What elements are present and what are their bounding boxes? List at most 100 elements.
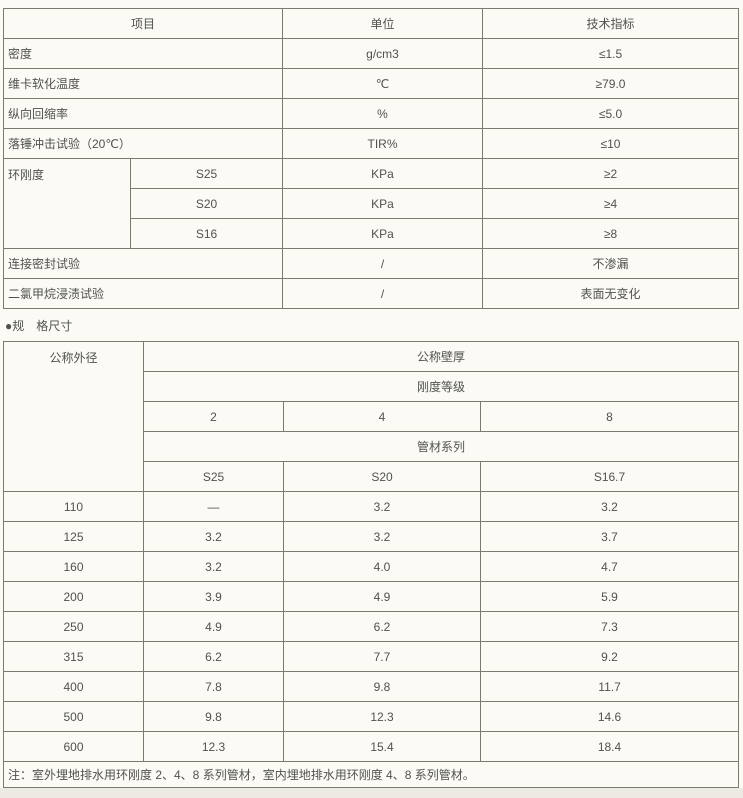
size-header-stiffness-class: 刚度等级 bbox=[142, 371, 740, 402]
s25-cell: 4.9 bbox=[143, 611, 284, 642]
s25-cell: 12.3 bbox=[143, 731, 284, 762]
ring-series-cell: S16 bbox=[129, 218, 284, 249]
dn-cell: 125 bbox=[3, 521, 144, 552]
s20-cell: 15.4 bbox=[283, 731, 481, 762]
spec-row-impact: 落锤冲击试验（20℃） TIR% ≤10 bbox=[2, 128, 740, 159]
ring-stiffness-label-cell: 环刚度 bbox=[3, 158, 131, 249]
size-row-315: 315 6.2 7.7 9.2 bbox=[3, 641, 740, 672]
ring-series-cell: S20 bbox=[129, 188, 284, 219]
spec-value-cell: ≥4 bbox=[482, 188, 740, 219]
s20-cell: 3.2 bbox=[283, 521, 481, 552]
size-header-pipe-series: 管材系列 bbox=[142, 431, 740, 462]
size-header-row-4: 管材系列 bbox=[4, 431, 740, 462]
spec-row-density: 密度 g/cm3 ≤1.5 bbox=[2, 38, 740, 69]
spec-item-cell: 二氯甲烷浸渍试验 bbox=[2, 278, 284, 309]
spec-item-cell: 落锤冲击试验（20℃） bbox=[2, 128, 284, 159]
note-text: 注：室外埋地排水用环刚度 2、4、8 系列管材，室内埋地排水用环刚度 4、8 系… bbox=[2, 761, 740, 788]
spec-row-vicat: 维卡软化温度 ℃ ≥79.0 bbox=[2, 68, 740, 99]
s20-cell: 7.7 bbox=[283, 641, 481, 672]
spec-unit-cell: / bbox=[282, 278, 484, 309]
spec-header-index: 技术指标 bbox=[482, 8, 740, 39]
spec-unit-cell: g/cm3 bbox=[282, 38, 484, 69]
s20-cell: 4.0 bbox=[283, 551, 481, 582]
section-label-specifications: ●规 格尺寸 bbox=[5, 318, 73, 333]
size-header-row-5: S25 S20 S16.7 bbox=[4, 461, 740, 492]
s16-cell: 3.2 bbox=[479, 491, 740, 522]
size-header-row-2: 刚度等级 bbox=[4, 371, 740, 402]
spec-row-ring-s20: S20 KPa ≥4 bbox=[4, 188, 740, 219]
spec-row-shrinkage: 纵向回缩率 % ≤5.0 bbox=[2, 98, 740, 129]
spec-row-ring-s25: 环刚度 S25 KPa ≥2 bbox=[3, 158, 740, 249]
s25-cell: — bbox=[143, 491, 284, 522]
dn-cell: 160 bbox=[3, 551, 144, 582]
spec-item-cell: 纵向回缩率 bbox=[2, 98, 284, 129]
s20-cell: 3.2 bbox=[283, 491, 481, 522]
note-row: 注：室外埋地排水用环刚度 2、4、8 系列管材，室内埋地排水用环刚度 4、8 系… bbox=[2, 761, 740, 788]
spec-unit-cell: KPa bbox=[282, 188, 484, 219]
dn-cell: 110 bbox=[3, 491, 144, 522]
spec-unit-cell: % bbox=[282, 98, 484, 129]
s20-cell: 9.8 bbox=[283, 671, 481, 702]
dn-cell: 250 bbox=[3, 611, 144, 642]
dn-cell: 200 bbox=[3, 581, 144, 612]
size-row-400: 400 7.8 9.8 11.7 bbox=[3, 671, 740, 702]
s20-cell: 4.9 bbox=[283, 581, 481, 612]
s25-cell: 3.2 bbox=[143, 521, 284, 552]
bottom-strip bbox=[0, 788, 743, 798]
size-header-row-3: 2 4 8 bbox=[4, 401, 740, 432]
s25-cell: 6.2 bbox=[143, 641, 284, 672]
spec-header-unit: 单位 bbox=[282, 8, 484, 39]
spec-unit-cell: / bbox=[282, 248, 484, 279]
spec-value-cell: ≤5.0 bbox=[482, 98, 740, 129]
spec-value-cell: 表面无变化 bbox=[482, 278, 740, 309]
s25-cell: 3.9 bbox=[143, 581, 284, 612]
s16-cell: 4.7 bbox=[479, 551, 740, 582]
s16-cell: 3.7 bbox=[479, 521, 740, 552]
size-row-250: 250 4.9 6.2 7.3 bbox=[3, 611, 740, 642]
size-header-row-1: 公称外径 公称壁厚 bbox=[3, 341, 740, 492]
pipe-series-cell: S25 bbox=[143, 461, 284, 492]
stiffness-class-cell: 8 bbox=[479, 401, 740, 432]
s16-cell: 11.7 bbox=[479, 671, 740, 702]
size-row-160: 160 3.2 4.0 4.7 bbox=[3, 551, 740, 582]
s16-cell: 14.6 bbox=[479, 701, 740, 732]
spec-value-cell: ≥8 bbox=[482, 218, 740, 249]
spec-unit-cell: ℃ bbox=[282, 68, 484, 99]
size-header-outer-diameter: 公称外径 bbox=[3, 341, 144, 492]
size-row-110: 110 — 3.2 3.2 bbox=[3, 491, 740, 522]
spec-item-cell: 维卡软化温度 bbox=[2, 68, 284, 99]
spec-header-row: 项目 单位 技术指标 bbox=[2, 8, 740, 39]
spec-unit-cell: KPa bbox=[282, 218, 484, 249]
s16-cell: 9.2 bbox=[479, 641, 740, 672]
spec-value-cell: ≤1.5 bbox=[482, 38, 740, 69]
stiffness-class-cell: 2 bbox=[143, 401, 284, 432]
dn-cell: 315 bbox=[3, 641, 144, 672]
spec-row-ring-s16: S16 KPa ≥8 bbox=[4, 218, 740, 249]
dn-cell: 600 bbox=[3, 731, 144, 762]
spec-unit-cell: TIR% bbox=[282, 128, 484, 159]
s25-cell: 3.2 bbox=[143, 551, 284, 582]
spec-header-item: 项目 bbox=[2, 8, 284, 39]
s20-cell: 12.3 bbox=[283, 701, 481, 732]
s20-cell: 6.2 bbox=[283, 611, 481, 642]
pipe-series-cell: S20 bbox=[283, 461, 481, 492]
s16-cell: 7.3 bbox=[479, 611, 740, 642]
spec-value-cell: ≥79.0 bbox=[482, 68, 740, 99]
spec-item-cell: 连接密封试验 bbox=[2, 248, 284, 279]
spec-row-dichloromethane: 二氯甲烷浸渍试验 / 表面无变化 bbox=[2, 278, 740, 309]
spec-unit-cell: KPa bbox=[282, 158, 484, 189]
ring-series-cell: S25 bbox=[129, 158, 284, 189]
size-row-125: 125 3.2 3.2 3.7 bbox=[3, 521, 740, 552]
size-header-wall-thickness: 公称壁厚 bbox=[142, 341, 740, 372]
spec-value-cell: ≤10 bbox=[482, 128, 740, 159]
size-row-200: 200 3.9 4.9 5.9 bbox=[3, 581, 740, 612]
pipe-series-cell: S16.7 bbox=[479, 461, 740, 492]
dn-cell: 400 bbox=[3, 671, 144, 702]
spec-value-cell: 不渗漏 bbox=[482, 248, 740, 279]
size-row-600: 600 12.3 15.4 18.4 bbox=[3, 731, 740, 762]
s16-cell: 18.4 bbox=[479, 731, 740, 762]
spec-value-cell: ≥2 bbox=[482, 158, 740, 189]
s16-cell: 5.9 bbox=[479, 581, 740, 612]
spec-row-seal: 连接密封试验 / 不渗漏 bbox=[2, 248, 740, 279]
